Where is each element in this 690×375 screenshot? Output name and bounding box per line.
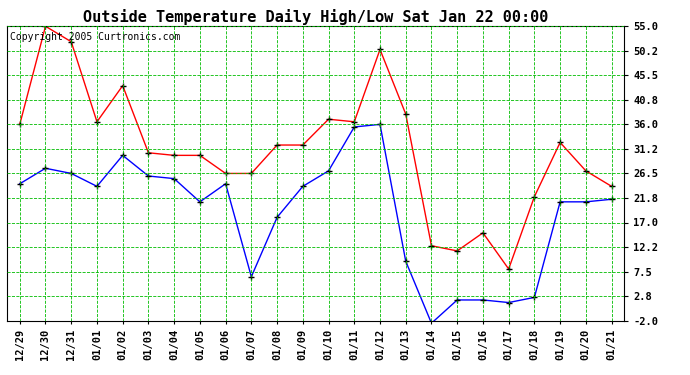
Text: Copyright 2005 Curtronics.com: Copyright 2005 Curtronics.com (10, 32, 180, 42)
Title: Outside Temperature Daily High/Low Sat Jan 22 00:00: Outside Temperature Daily High/Low Sat J… (83, 9, 549, 25)
